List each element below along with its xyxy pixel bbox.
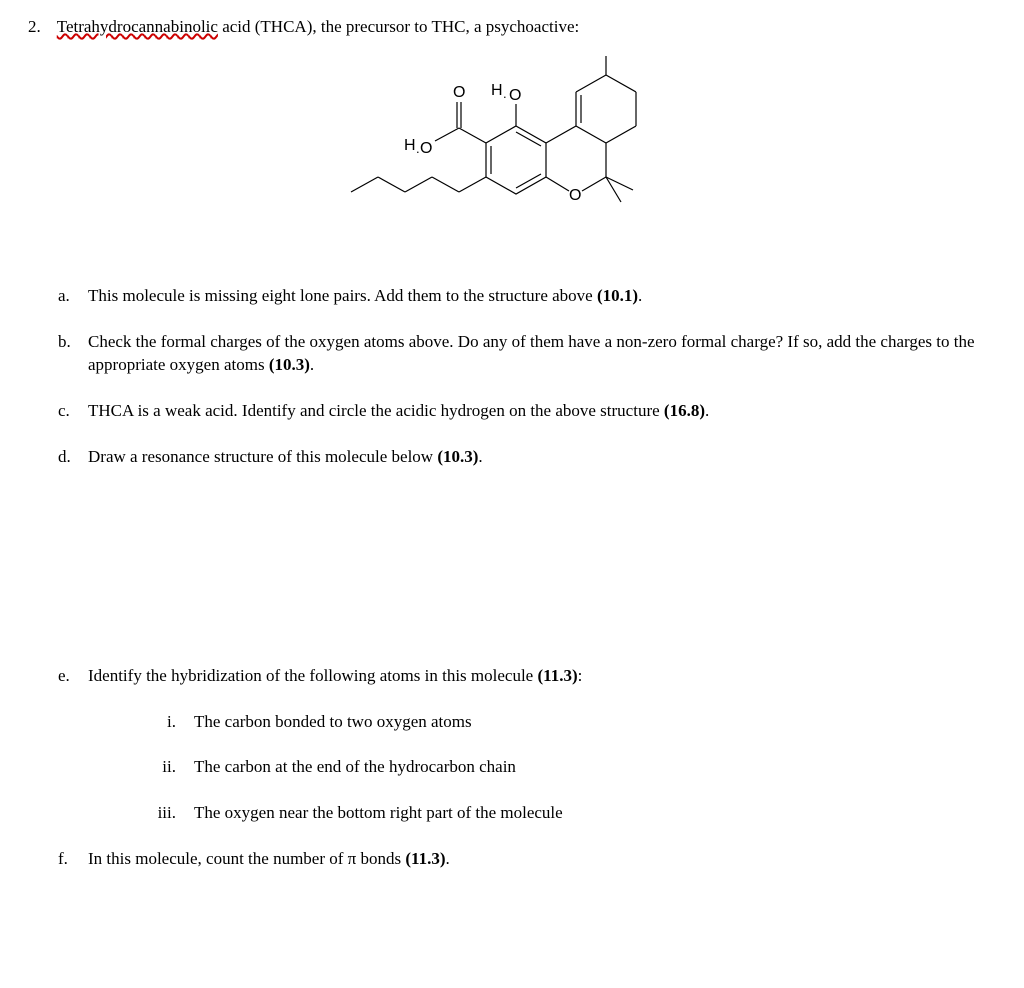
subitem-e-label: e.	[58, 664, 84, 688]
subitem-d: d. Draw a resonance structure of this mo…	[58, 445, 1014, 469]
roman-i-label: i.	[146, 710, 176, 734]
subitem-e-body: Identify the hybridization of the follow…	[88, 666, 537, 685]
subitem-d-suffix: .	[478, 447, 482, 466]
roman-ii: ii. The carbon at the end of the hydroca…	[146, 755, 1014, 779]
title-rest: acid (THCA), the precursor to THC, a psy…	[218, 17, 579, 36]
subitem-a-text: This molecule is missing eight lone pair…	[88, 284, 1014, 308]
subitem-a-ref: (10.1)	[597, 286, 638, 305]
subitem-c-body: THCA is a weak acid. Identify and circle…	[88, 401, 664, 420]
subitem-d-text: Draw a resonance structure of this molec…	[88, 445, 1014, 469]
subitem-b-ref: (10.3)	[269, 355, 310, 374]
label-O-bottom: O	[569, 187, 581, 204]
roman-ii-text: The carbon at the end of the hydrocarbon…	[194, 755, 516, 779]
subitem-c-suffix: .	[705, 401, 709, 420]
roman-i-text: The carbon bonded to two oxygen atoms	[194, 710, 472, 734]
molecule-svg: O H . O H . O O	[341, 54, 701, 254]
subitem-b-body: Check the formal charges of the oxygen a…	[88, 332, 975, 375]
roman-ii-label: ii.	[146, 755, 176, 779]
subitem-f-label: f.	[58, 847, 84, 871]
subitem-c-ref: (16.8)	[664, 401, 705, 420]
sub-list: a. This molecule is missing eight lone p…	[28, 284, 1014, 871]
subitem-f-ref: (11.3)	[405, 849, 445, 868]
subitem-c: c. THCA is a weak acid. Identify and cir…	[58, 399, 1014, 423]
subitem-f-text: In this molecule, count the number of π …	[88, 847, 1014, 871]
label-dot-top: .	[503, 86, 507, 101]
subitem-c-text: THCA is a weak acid. Identify and circle…	[88, 399, 1014, 423]
subitem-f-body: In this molecule, count the number of π …	[88, 849, 405, 868]
subitem-e-suffix: :	[578, 666, 583, 685]
subitem-e: e. Identify the hybridization of the fol…	[58, 664, 1014, 847]
subitem-b-text: Check the formal charges of the oxygen a…	[88, 330, 1014, 378]
subitem-b: b. Check the formal charges of the oxyge…	[58, 330, 1014, 378]
subitem-e-ref: (11.3)	[537, 666, 577, 685]
subitem-c-label: c.	[58, 399, 84, 423]
subitem-d-body: Draw a resonance structure of this molec…	[88, 447, 437, 466]
roman-iii-label: iii.	[146, 801, 176, 825]
question-title: Tetrahydrocannabinolic acid (THCA), the …	[57, 15, 580, 39]
molecule-diagram: O H . O H . O O	[28, 54, 1014, 254]
label-O-carbonyl: O	[453, 84, 465, 101]
roman-list: i. The carbon bonded to two oxygen atoms…	[88, 710, 1014, 825]
subitem-f-suffix: .	[446, 849, 450, 868]
label-O-left: O	[420, 140, 432, 157]
subitem-a-suffix: .	[638, 286, 642, 305]
question-header: 2. Tetrahydrocannabinolic acid (THCA), t…	[28, 15, 1014, 39]
squiggly-word: Tetrahydrocannabinolic	[57, 17, 218, 36]
roman-i: i. The carbon bonded to two oxygen atoms	[146, 710, 1014, 734]
subitem-a: a. This molecule is missing eight lone p…	[58, 284, 1014, 308]
subitem-a-body: This molecule is missing eight lone pair…	[88, 286, 597, 305]
subitem-f: f. In this molecule, count the number of…	[58, 847, 1014, 871]
label-O-top: O	[509, 87, 521, 104]
subitem-b-label: b.	[58, 330, 84, 354]
subitem-d-ref: (10.3)	[437, 447, 478, 466]
roman-iii: iii. The oxygen near the bottom right pa…	[146, 801, 1014, 825]
roman-iii-text: The oxygen near the bottom right part of…	[194, 801, 563, 825]
subitem-e-text: Identify the hybridization of the follow…	[88, 664, 1014, 847]
question-number: 2.	[28, 15, 41, 39]
label-H-left: H	[404, 137, 416, 154]
subitem-b-suffix: .	[310, 355, 314, 374]
subitem-d-label: d.	[58, 445, 84, 469]
label-H-top: H	[491, 82, 503, 99]
subitem-a-label: a.	[58, 284, 84, 308]
